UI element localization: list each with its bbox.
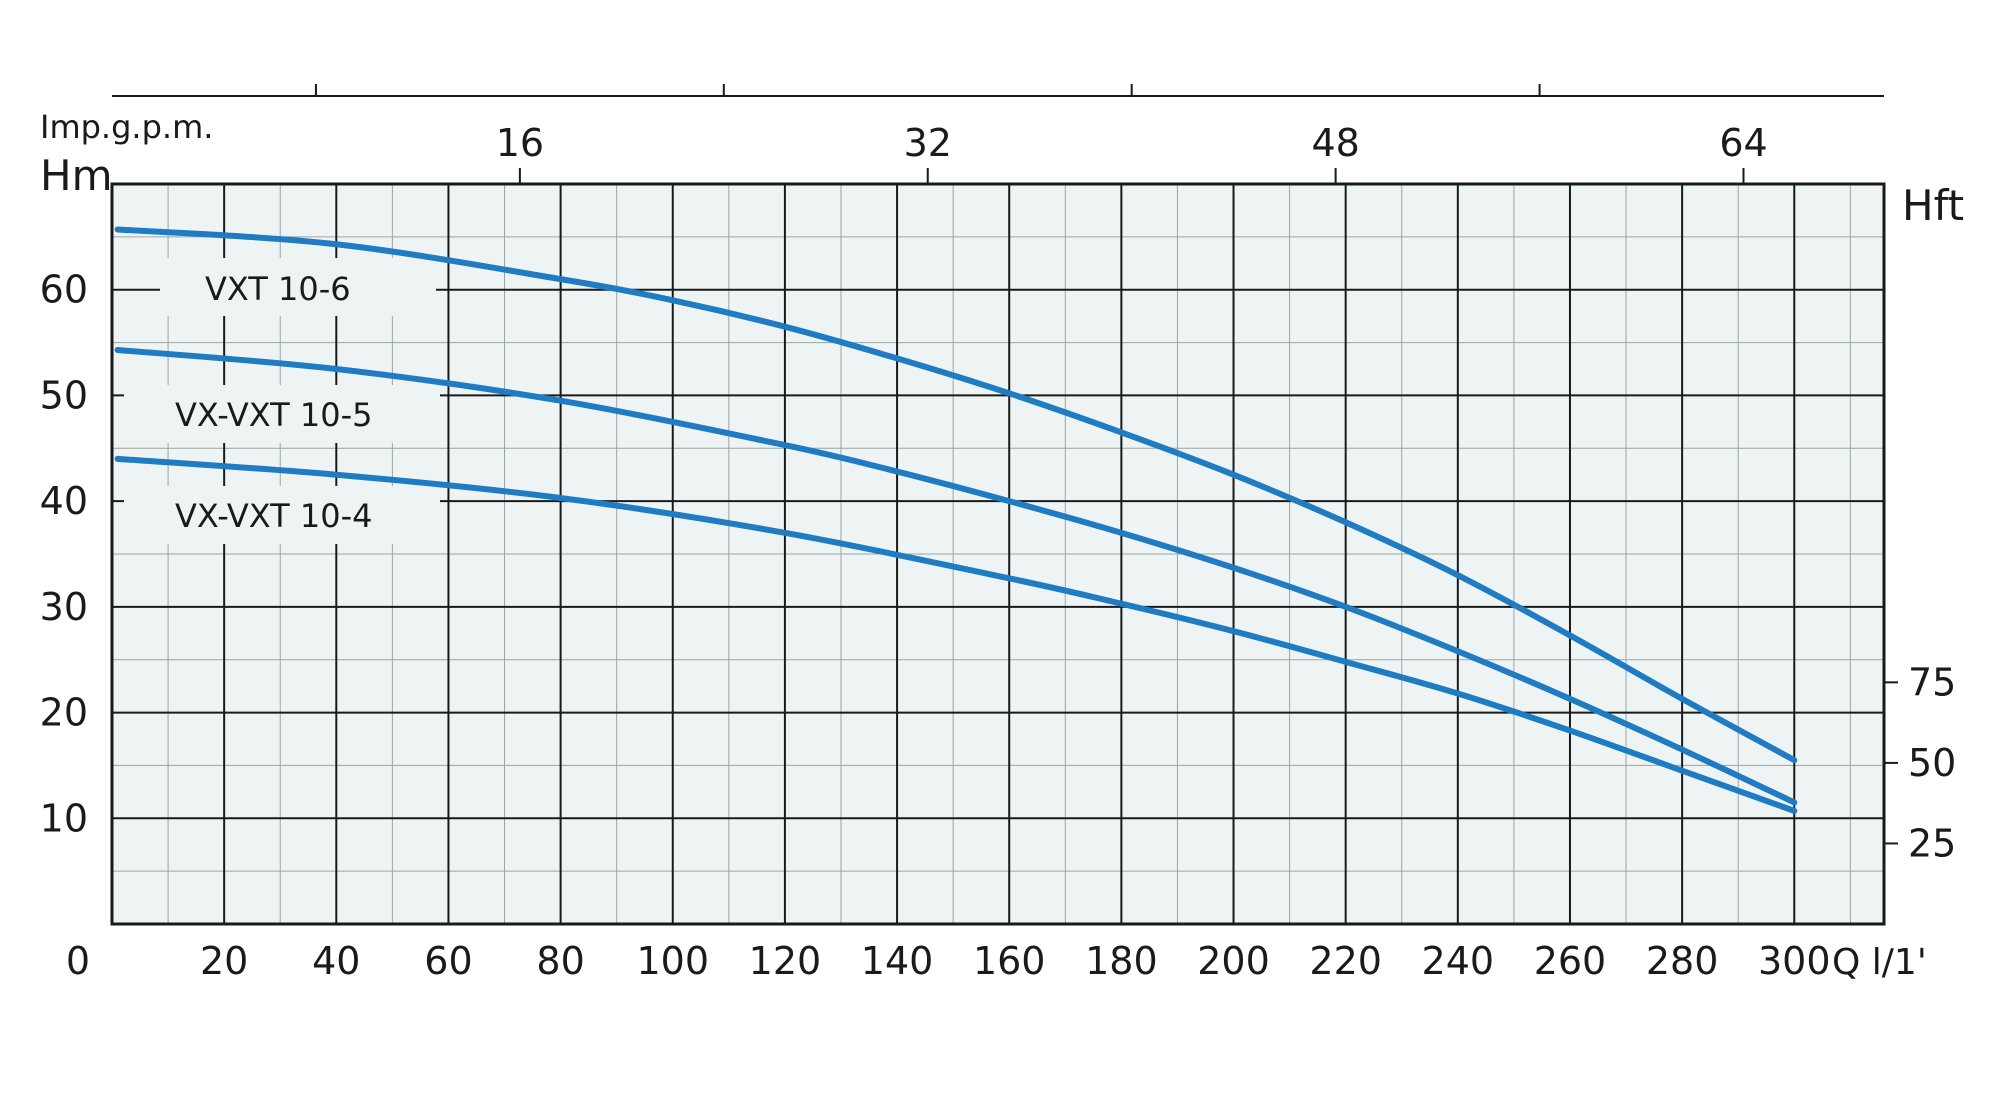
series-label-bg	[124, 385, 440, 443]
x-top-tick-label: 32	[904, 121, 952, 165]
x-top-tick-label: 48	[1311, 121, 1359, 165]
y-tick-label: 30	[40, 585, 88, 629]
y-tick-label: 10	[40, 796, 88, 840]
x-top-tick-labels: 16 32 48 64	[496, 121, 1768, 184]
curve-series-3	[114, 455, 1798, 814]
series-labels: VXT 10-6 VX-VXT 10-5 VX-VXT 10-4	[124, 258, 440, 544]
y-right-tick-label: 75	[1908, 660, 1956, 704]
x-tick-label: 0	[66, 939, 90, 983]
series-label-2: VX-VXT 10-5	[175, 396, 372, 434]
y-tick-label: 60	[40, 268, 88, 312]
unit-hm: Hm	[40, 151, 113, 200]
x-top-tick-label: 16	[496, 121, 544, 165]
series-label-bg	[124, 486, 440, 544]
series-label-1: VXT 10-6	[205, 270, 351, 308]
x-tick-label: 240	[1422, 939, 1495, 983]
curve-series-1	[114, 226, 1798, 764]
grid-minor	[112, 184, 1884, 924]
y-tick-label: 40	[40, 479, 88, 523]
x-tick-label: 80	[536, 939, 584, 983]
x-tick-label: 220	[1309, 939, 1382, 983]
unit-q: Q l/1'	[1832, 942, 1927, 983]
x-tick-label: 300	[1758, 939, 1831, 983]
x-top-tick-label: 64	[1719, 121, 1767, 165]
unit-imp-gpm: Imp.g.p.m.	[40, 108, 213, 146]
y-right-tick-labels: 25 50 75	[1884, 660, 1956, 865]
series-label-3: VX-VXT 10-4	[175, 497, 372, 535]
series-label-bg	[160, 258, 436, 316]
x-tick-label: 20	[200, 939, 248, 983]
y-right-tick-label: 50	[1908, 741, 1956, 785]
top-scale-ticks	[314, 84, 1541, 96]
y-tick-label: 20	[40, 691, 88, 735]
x-tick-label: 120	[749, 939, 822, 983]
x-tick-label: 140	[861, 939, 934, 983]
unit-hft: Hft	[1902, 181, 1964, 230]
x-tick-label: 260	[1534, 939, 1607, 983]
x-tick-label: 60	[424, 939, 472, 983]
x-tick-label: 180	[1085, 939, 1158, 983]
x-tick-label: 160	[973, 939, 1046, 983]
y-right-tick-label: 25	[1908, 821, 1956, 865]
x-tick-label: 40	[312, 939, 360, 983]
x-tick-label: 280	[1646, 939, 1719, 983]
curves	[114, 226, 1798, 814]
x-tick-label: 200	[1197, 939, 1270, 983]
x-tick-label: 100	[636, 939, 709, 983]
x-tick-labels: 0 20 40 60 80 100 120 140 160 180 200 220 240 260 280 3…	[66, 939, 1831, 983]
plot-frame	[110, 182, 1886, 926]
curve-series-2	[114, 346, 1798, 806]
y-tick-labels: 10 20 30 40 50 60	[40, 268, 88, 841]
y-tick-label: 50	[40, 373, 88, 417]
